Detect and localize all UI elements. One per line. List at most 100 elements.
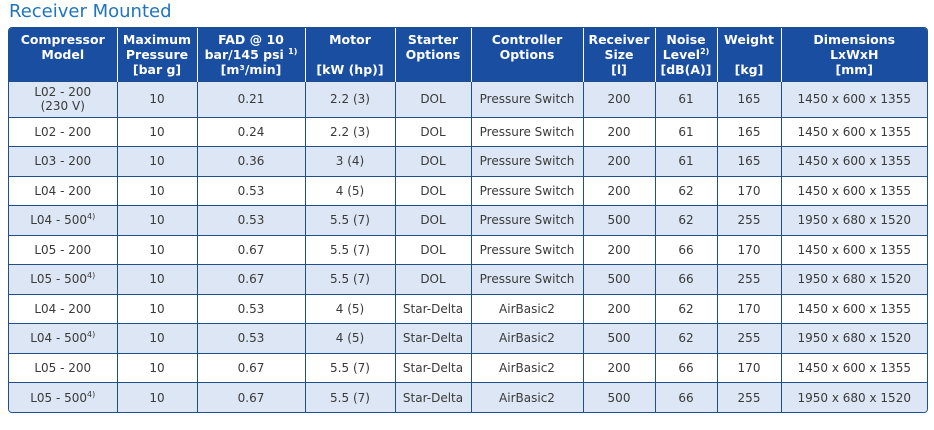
cell-controller: Pressure Switch	[470, 264, 583, 294]
cell-weight: 170	[716, 293, 781, 324]
cell-pressure: 10	[116, 293, 197, 324]
cell-motor: 5.5 (7)	[304, 234, 395, 265]
cell-noise: 66	[654, 264, 717, 294]
header-unit: [mm]	[835, 62, 873, 77]
cell-motor: 4 (5)	[304, 175, 395, 206]
model-name: L04 - 200	[34, 183, 92, 198]
cell-controller: AirBasic2	[470, 323, 583, 353]
cell-motor: 5.5 (7)	[304, 205, 395, 235]
cell-dimensions: 1450 x 600 x 1355	[780, 352, 927, 383]
model-name: L05 - 500	[30, 272, 88, 287]
table-row: L04 - 200 10 0.53 4 (5) Star-Delta AirBasic2 2…	[9, 293, 927, 324]
cell-motor: 5.5 (7)	[304, 352, 395, 383]
header-line: Controller	[491, 32, 563, 47]
cell-dimensions: 1450 x 600 x 1355	[780, 175, 927, 206]
header-max-pressure: Maximum Pressure [bar g]	[116, 28, 197, 81]
model-name: L05 - 500	[30, 390, 88, 405]
cell-model: L05 - 200	[9, 352, 117, 383]
cell-dimensions: 1450 x 600 x 1355	[780, 116, 927, 147]
cell-controller: Pressure Switch	[470, 80, 583, 117]
cell-pressure: 10	[116, 352, 197, 383]
cell-dimensions: 1950 x 680 x 1520	[780, 264, 927, 294]
cell-weight: 170	[716, 352, 781, 383]
cell-controller: Pressure Switch	[470, 205, 583, 235]
cell-dimensions: 1450 x 600 x 1355	[780, 293, 927, 324]
cell-dimensions: 1950 x 680 x 1520	[780, 323, 927, 353]
cell-model: L04 - 5004)	[9, 205, 117, 235]
table-row: L04 - 5004) 10 0.53 5.5 (7) DOL Pressure Swit…	[9, 205, 927, 235]
cell-model: L05 - 5004)	[9, 264, 117, 294]
cell-starter: Star-Delta	[394, 293, 471, 324]
table-row: L02 - 200 10 0.24 2.2 (3) DOL Pressure Switch…	[9, 116, 927, 147]
cell-controller: Pressure Switch	[470, 116, 583, 147]
header-line: Level	[662, 47, 701, 62]
cell-motor: 5.5 (7)	[304, 264, 395, 294]
cell-weight: 165	[716, 116, 781, 147]
header-line: FAD @ 10	[218, 32, 284, 47]
cell-receiver: 200	[582, 352, 655, 383]
cell-pressure: 10	[116, 234, 197, 265]
cell-motor: 5.5 (7)	[304, 382, 395, 412]
cell-fad: 0.53	[196, 293, 305, 324]
model-voltage: (230 V)	[40, 99, 85, 113]
cell-controller: AirBasic2	[470, 382, 583, 412]
header-unit: [l]	[611, 62, 627, 77]
header-line: Noise	[666, 32, 706, 47]
cell-motor: 3 (4)	[304, 146, 395, 176]
header-unit: [m³/min]	[220, 62, 282, 77]
cell-dimensions: 1950 x 680 x 1520	[780, 205, 927, 235]
header-line: Weight	[724, 32, 774, 47]
cell-starter: DOL	[394, 175, 471, 206]
table-row: L05 - 200 10 0.67 5.5 (7) DOL Pressure Switch…	[9, 234, 927, 265]
header-unit: [kW (hp)]	[316, 62, 384, 77]
cell-fad: 0.53	[196, 323, 305, 353]
header-unit: [kg]	[734, 62, 764, 77]
cell-model: L05 - 5004)	[9, 382, 117, 412]
model-name: L05 - 200	[34, 360, 92, 375]
model-name: L02 - 200	[34, 124, 92, 139]
header-compressor-model: Compressor Model	[9, 28, 117, 81]
table-row: L05 - 5004) 10 0.67 5.5 (7) Star-Delta AirBas…	[9, 382, 927, 412]
model-name: L04 - 200	[34, 301, 92, 316]
table-row: L05 - 200 10 0.67 5.5 (7) Star-Delta AirBasic…	[9, 352, 927, 383]
cell-weight: 255	[716, 205, 781, 235]
cell-weight: 255	[716, 323, 781, 353]
model-name: L05 - 200	[34, 242, 92, 257]
header-line: Starter	[407, 32, 459, 47]
table-body: L02 - 200 (230 V) 10 0.21 2.2 (3) DOL Pressure…	[9, 80, 927, 412]
cell-noise: 61	[654, 146, 717, 176]
cell-model: L04 - 5004)	[9, 323, 117, 353]
header-line: Compressor	[20, 32, 105, 47]
cell-fad: 0.67	[196, 264, 305, 294]
header-line: Receiver	[588, 32, 650, 47]
cell-motor: 2.2 (3)	[304, 80, 395, 117]
cell-controller: AirBasic2	[470, 352, 583, 383]
cell-noise: 62	[654, 205, 717, 235]
header-line: Options	[405, 47, 461, 62]
cell-weight: 170	[716, 175, 781, 206]
cell-model: L02 - 200 (230 V)	[9, 80, 117, 117]
cell-controller: AirBasic2	[470, 293, 583, 324]
header-line: Options	[499, 47, 555, 62]
table-row: L04 - 5004) 10 0.53 4 (5) Star-Delta AirBasic…	[9, 323, 927, 353]
header-line: Dimensions	[813, 32, 896, 47]
header-unit: [bar g]	[132, 62, 182, 77]
header-controller-options: Controller Options	[470, 28, 583, 81]
footnote-marker: 1)	[288, 47, 298, 56]
cell-receiver: 500	[582, 323, 655, 353]
cell-starter: DOL	[394, 80, 471, 117]
cell-dimensions: 1450 x 600 x 1355	[780, 80, 927, 117]
model-name: L02 - 200	[34, 85, 92, 99]
header-line: bar/145 psi	[204, 47, 284, 62]
header-starter-options: Starter Options	[394, 28, 471, 81]
cell-noise: 66	[654, 234, 717, 265]
cell-noise: 61	[654, 116, 717, 147]
cell-receiver: 200	[582, 116, 655, 147]
cell-pressure: 10	[116, 175, 197, 206]
footnote-marker: 4)	[87, 330, 96, 340]
cell-motor: 4 (5)	[304, 323, 395, 353]
cell-pressure: 10	[116, 146, 197, 176]
cell-receiver: 200	[582, 234, 655, 265]
model-name: L03 - 200	[34, 154, 92, 169]
cell-starter: DOL	[394, 264, 471, 294]
